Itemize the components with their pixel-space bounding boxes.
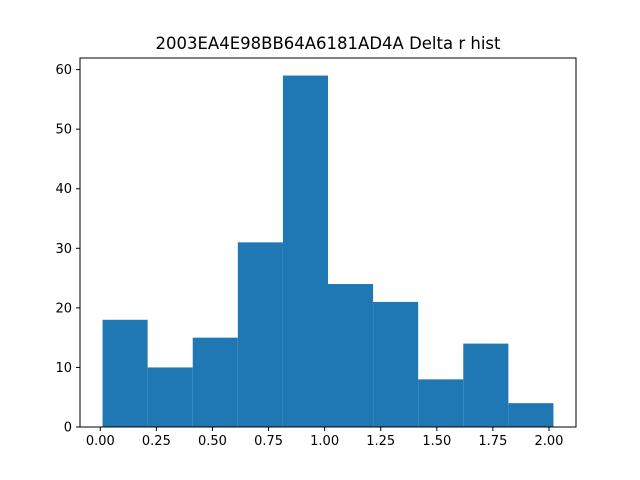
x-tick-label: 1.00 [310,434,339,449]
x-tick-label: 0.75 [254,434,283,449]
x-tick-label: 1.75 [478,434,507,449]
histogram-bar [373,301,419,427]
histogram-bars [102,75,554,428]
histogram-bar [463,343,509,427]
y-tick-label: 10 [55,361,72,376]
y-tick-label: 0 [64,421,72,436]
plot-area-frame [79,57,577,428]
chart-title: 2003EA4E98BB64A6181AD4A Delta r hist [156,34,501,53]
x-tick-label: 1.50 [422,434,451,449]
x-tick-label: 0.25 [142,434,171,449]
x-axis-ticks: 0.00 0.25 0.50 0.75 1.00 1.25 1.50 1.75 2.00 [86,427,563,449]
y-tick-label: 50 [55,123,72,138]
histogram-bar [508,403,554,427]
histogram-bar [102,319,148,427]
histogram-bar [192,337,238,427]
histogram-bar [418,379,464,427]
y-tick-label: 40 [55,182,72,197]
x-tick-label: 0.50 [198,434,227,449]
y-tick-label: 20 [55,301,72,316]
histogram-bar [328,284,374,427]
x-tick-label: 1.25 [366,434,395,449]
y-tick-label: 60 [55,63,72,78]
x-tick-label: 0.00 [86,434,115,449]
y-axis-ticks: 0 10 20 30 40 50 60 [55,63,80,436]
histogram-bar [282,75,328,428]
histogram-bar [147,367,193,427]
x-tick-label: 2.00 [534,434,563,449]
y-tick-label: 30 [55,242,72,257]
histogram-bar [237,242,283,427]
